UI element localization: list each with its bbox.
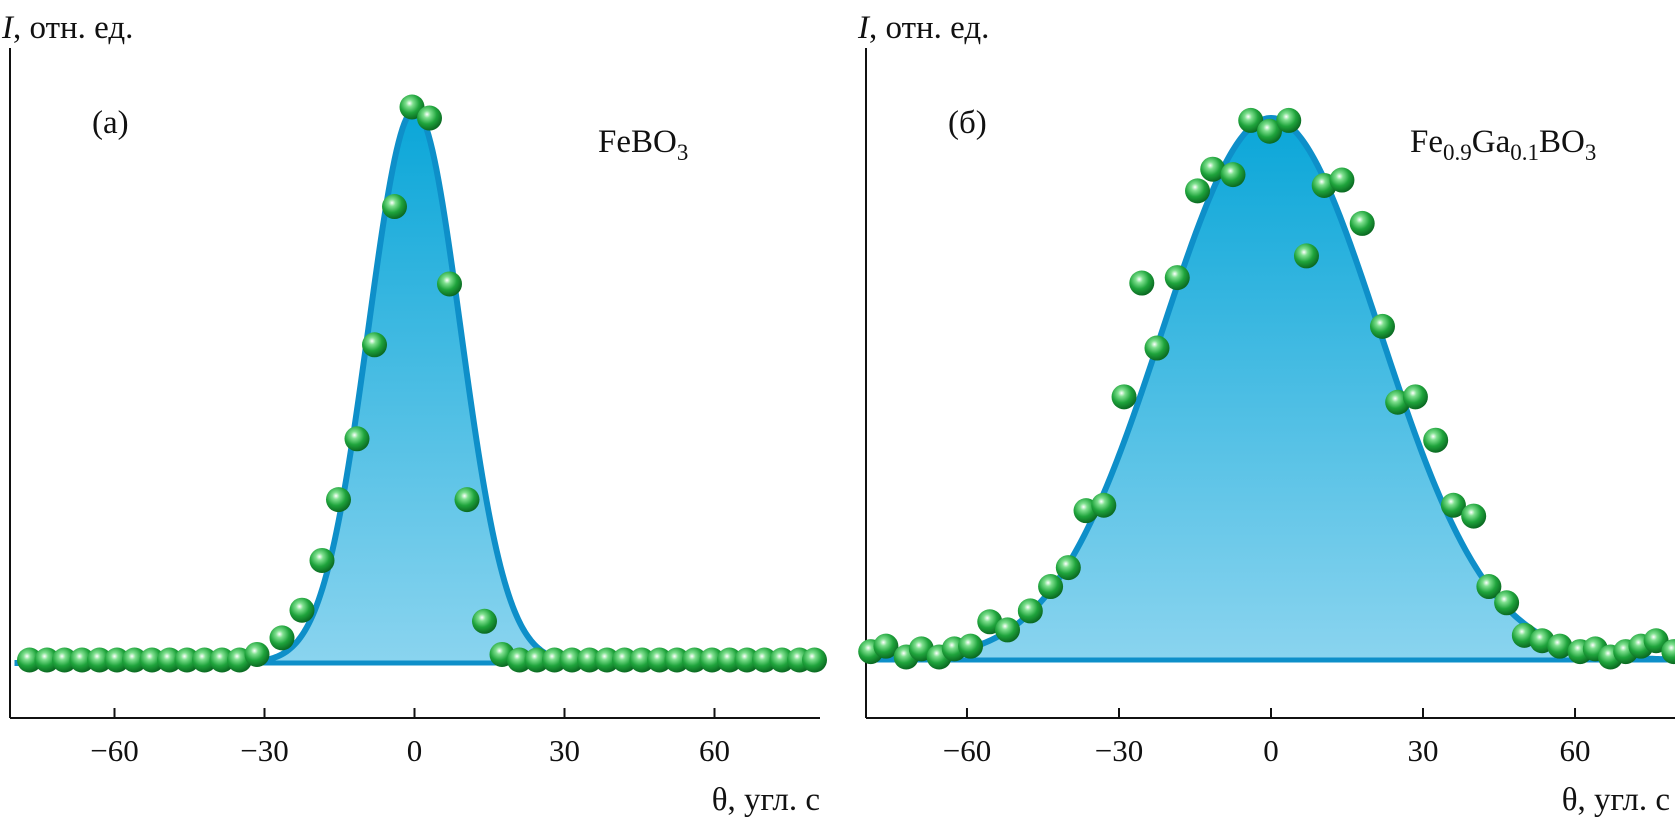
data-point <box>524 647 550 673</box>
data-point <box>769 647 795 673</box>
data-point <box>174 647 200 673</box>
data-point <box>69 647 95 673</box>
data-point <box>752 647 777 673</box>
data-point <box>559 647 585 673</box>
data-point <box>1091 492 1117 518</box>
data-point <box>699 647 725 673</box>
x-axis-label: θ, угл. с <box>712 782 820 817</box>
data-point <box>1055 555 1081 581</box>
data-point <box>577 647 602 673</box>
data-point <box>1461 503 1487 529</box>
data-point <box>104 647 130 673</box>
data-point <box>382 194 407 220</box>
data-point <box>1256 118 1282 144</box>
x-tick-label: 30 <box>1408 733 1439 768</box>
data-point <box>1547 633 1573 659</box>
data-point <box>1220 162 1246 188</box>
data-point <box>594 647 620 673</box>
data-point <box>629 647 655 673</box>
x-axis-label: θ, угл. с <box>1562 782 1670 817</box>
data-point <box>1129 270 1155 296</box>
sample-label: Fe0.9Ga0.1BO3 <box>1410 124 1596 165</box>
sample-label: FeBO3 <box>598 124 688 165</box>
data-point <box>1369 313 1395 339</box>
x-tick-label: −60 <box>90 733 138 768</box>
y-axis-label: I, отн. ед. <box>857 10 989 46</box>
data-point <box>542 647 567 673</box>
data-point <box>157 647 182 673</box>
data-point <box>1440 492 1466 518</box>
data-point <box>1238 107 1264 133</box>
data-point <box>417 105 442 131</box>
data-point <box>289 597 315 623</box>
data-point <box>682 647 707 673</box>
data-point <box>326 487 351 513</box>
data-point <box>1164 265 1190 291</box>
data-point <box>454 487 480 513</box>
data-point <box>52 647 77 673</box>
data-point <box>1185 178 1211 204</box>
data-point <box>139 647 165 673</box>
data-point <box>717 647 742 673</box>
data-point <box>1017 598 1043 624</box>
data-point <box>995 617 1021 643</box>
y-axis-label: I, отн. ед. <box>1 10 133 46</box>
panel-label: (а) <box>92 105 129 141</box>
data-point <box>472 608 497 634</box>
data-point <box>1349 210 1375 236</box>
data-point <box>1111 384 1137 410</box>
data-point <box>873 633 899 659</box>
data-point <box>87 647 112 673</box>
data-point <box>34 647 60 673</box>
data-point <box>1329 167 1355 193</box>
data-point <box>244 641 270 667</box>
x-tick-label: −30 <box>1095 733 1143 768</box>
data-point <box>1661 639 1675 665</box>
x-tick-label: 0 <box>407 733 423 768</box>
data-point <box>209 647 235 673</box>
data-point <box>344 426 370 452</box>
x-tick-label: 60 <box>1560 733 1591 768</box>
data-point <box>269 625 295 651</box>
data-point <box>958 633 984 659</box>
data-point <box>1276 107 1302 133</box>
fit-area <box>14 110 815 663</box>
data-point <box>1200 156 1226 182</box>
data-point <box>309 547 335 573</box>
data-point <box>362 332 387 358</box>
data-point <box>1423 427 1449 453</box>
panel-label: (б) <box>948 105 987 141</box>
data-point <box>1293 243 1319 269</box>
x-tick-label: 30 <box>549 733 580 768</box>
data-point <box>1144 335 1170 361</box>
data-point <box>507 647 532 673</box>
x-tick-label: 0 <box>1263 733 1279 768</box>
data-point <box>17 647 42 673</box>
data-point <box>1476 574 1502 600</box>
data-point <box>122 647 147 673</box>
data-point <box>437 271 462 297</box>
data-point <box>1402 384 1428 410</box>
fit-area <box>865 118 1675 660</box>
data-point <box>664 647 690 673</box>
data-point <box>802 647 827 673</box>
x-tick-label: −30 <box>240 733 288 768</box>
data-point <box>1494 590 1520 616</box>
data-point <box>192 647 217 673</box>
panel-a: I, отн. ед. (а) FeBO3 θ, угл. с −60 −30 0 3… <box>1 10 827 817</box>
data-point <box>1038 574 1064 600</box>
x-tick-label: −60 <box>943 733 991 768</box>
data-point <box>647 647 672 673</box>
data-point <box>612 647 637 673</box>
x-tick-label: 60 <box>699 733 730 768</box>
panel-b: I, отн. ед. (б) Fe0.9Ga0.1BO3 θ, угл. с … <box>857 10 1675 817</box>
data-point <box>734 647 760 673</box>
